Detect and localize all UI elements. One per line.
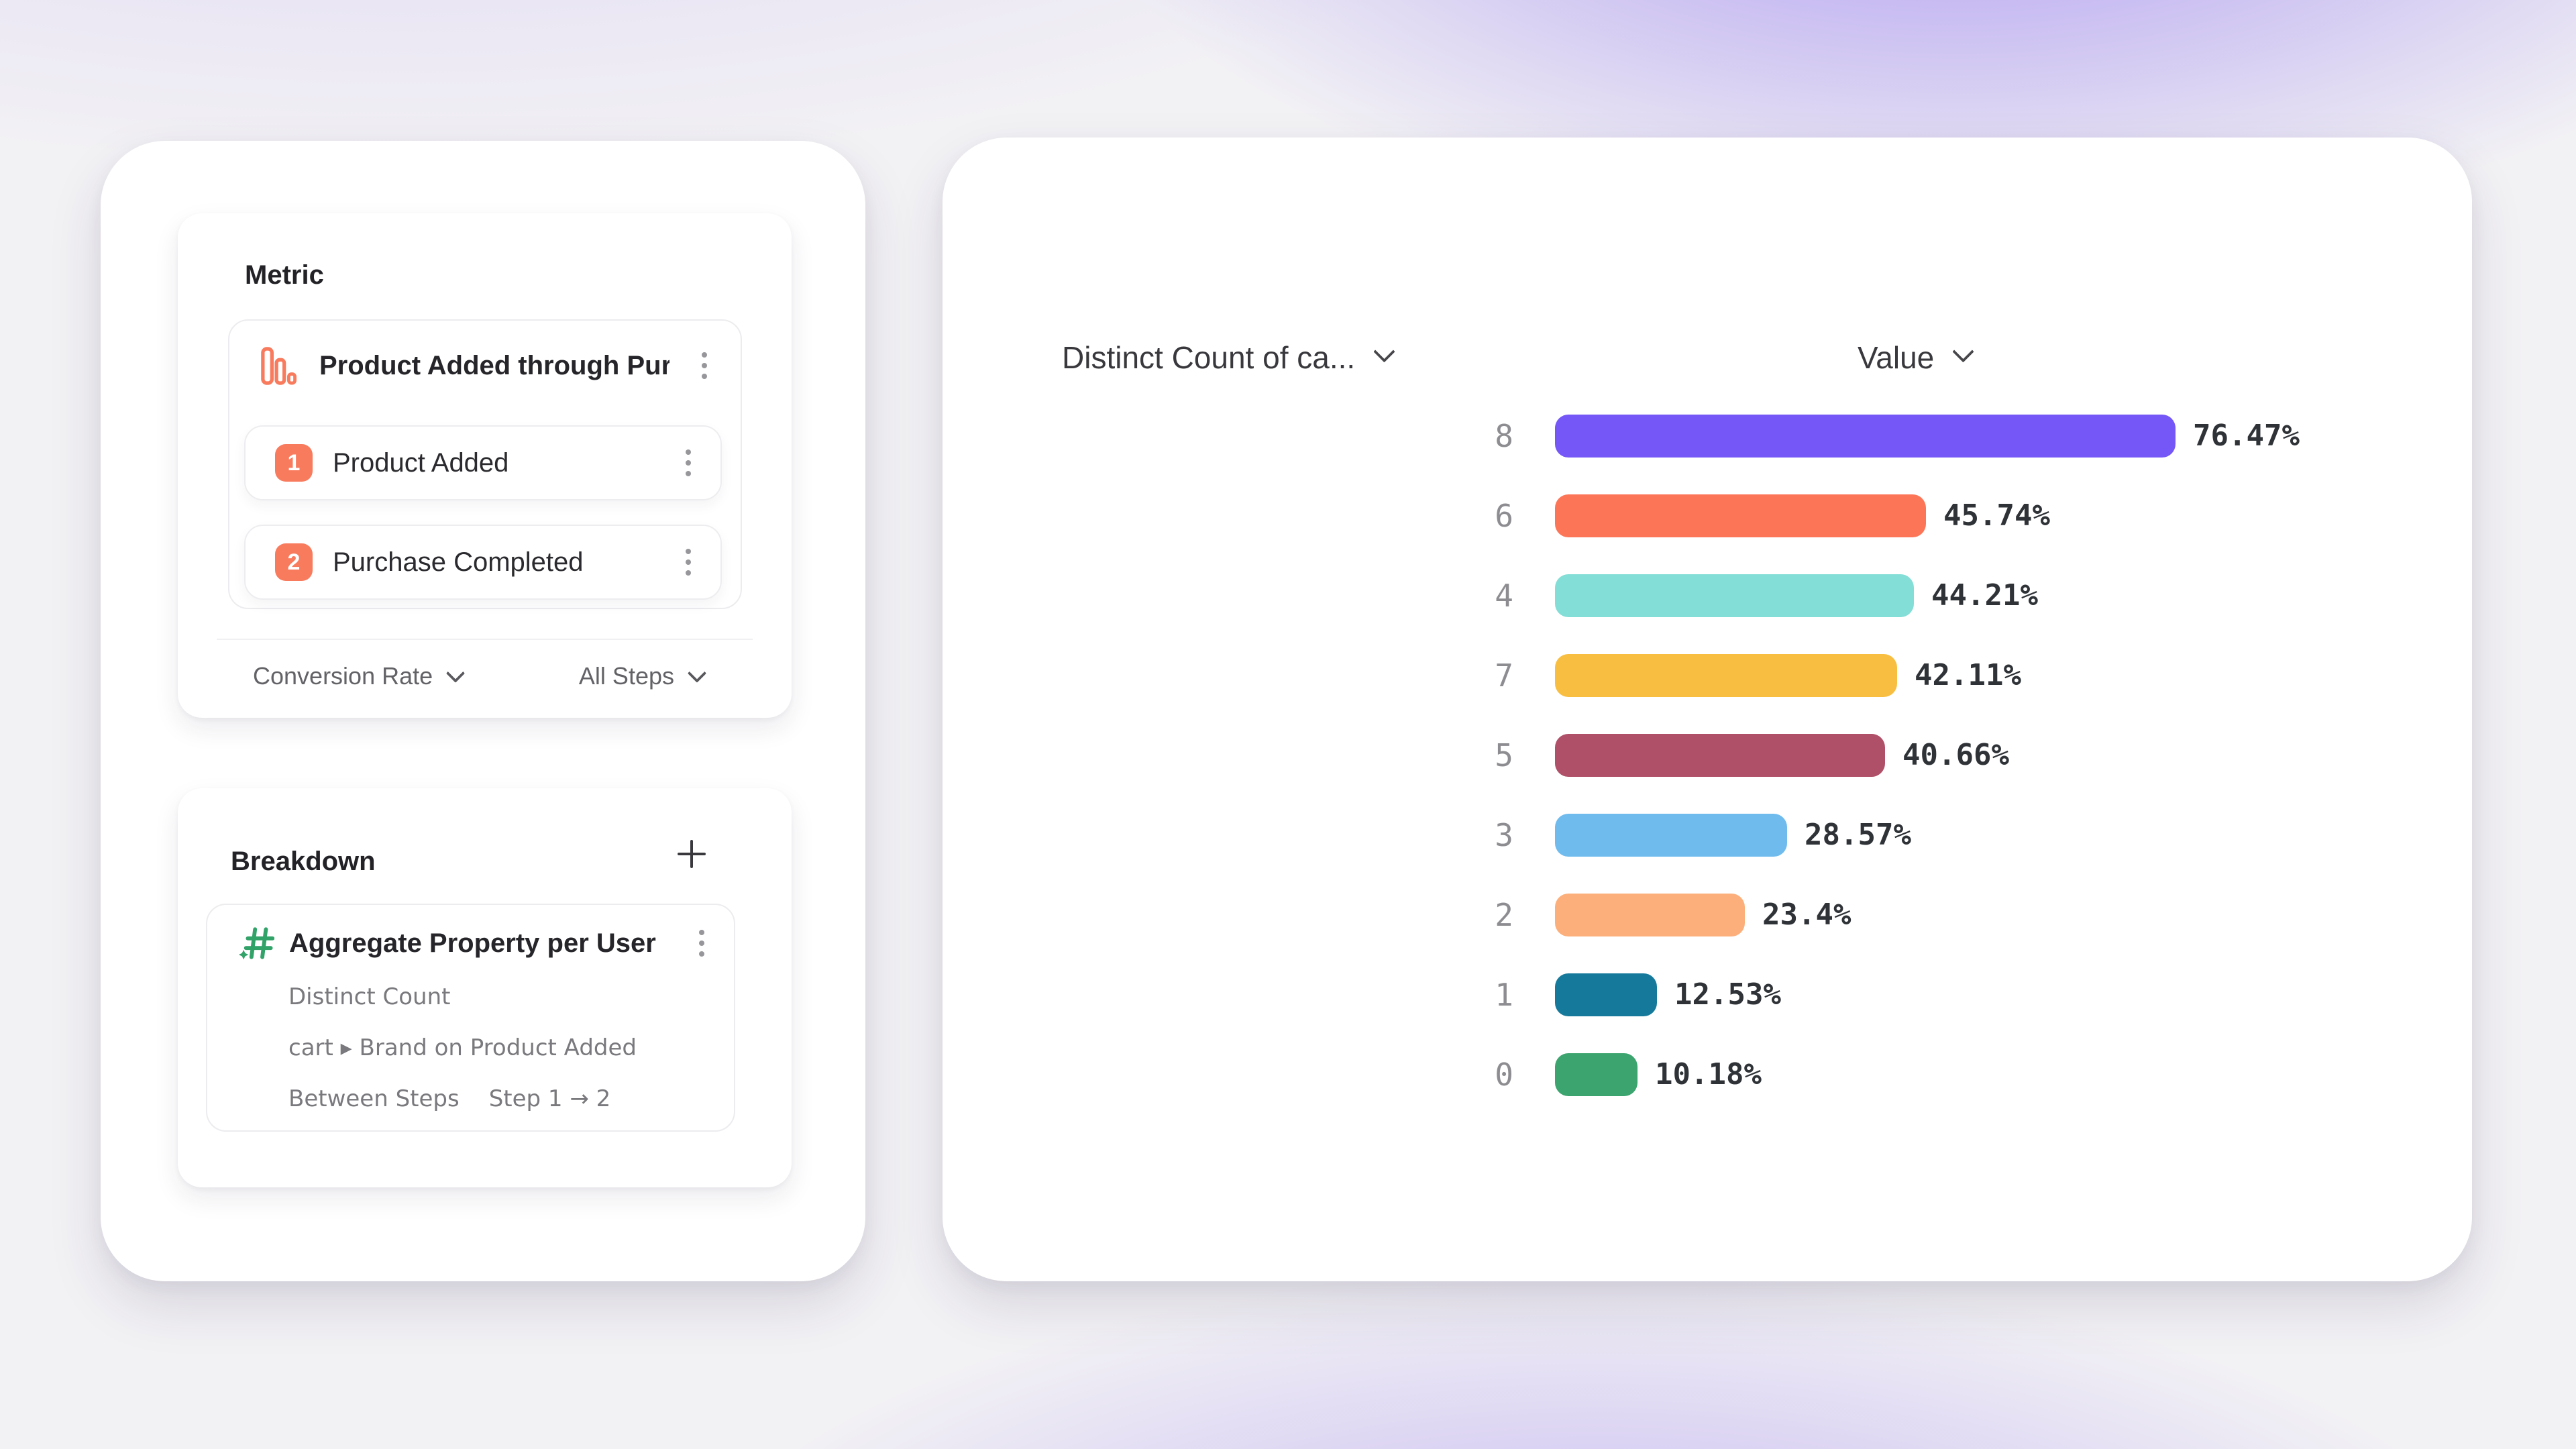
- breakdown-property-label: cart ▸ Brand on Product Added: [288, 1034, 637, 1061]
- kebab-menu-icon[interactable]: [692, 345, 716, 386]
- kebab-menu-icon[interactable]: [676, 443, 700, 483]
- chart-row: 8 76.47%: [943, 396, 2472, 476]
- chevron-down-icon: [687, 663, 707, 683]
- bar[interactable]: [1555, 653, 1897, 697]
- bar-value-label: 40.66%: [1902, 738, 2009, 772]
- funnel-metric-header[interactable]: Product Added through Purcha...: [229, 321, 741, 411]
- row-category-label: 2: [1495, 896, 1513, 933]
- between-steps-value: Step 1 → 2: [488, 1085, 611, 1112]
- row-category-label: 8: [1495, 417, 1513, 454]
- chart-row: 5 40.66%: [943, 715, 2472, 795]
- row-category-label: 3: [1495, 816, 1513, 853]
- funnel-step-2[interactable]: 2 Purchase Completed: [244, 525, 722, 600]
- bar[interactable]: [1555, 973, 1657, 1016]
- conversion-rate-dropdown[interactable]: Conversion Rate: [253, 662, 466, 690]
- bar-value-label: 44.21%: [1931, 578, 2038, 612]
- breakdown-between-steps-row: Between Steps Step 1 → 2: [288, 1085, 610, 1112]
- chart-row: 0 10.18%: [943, 1034, 2472, 1114]
- funnel-metric-title: Product Added through Purcha...: [319, 350, 669, 380]
- chart-row: 1 12.53%: [943, 955, 2472, 1034]
- kebab-menu-icon[interactable]: [676, 542, 700, 582]
- aggregate-hash-icon: [238, 927, 274, 960]
- bar-value-label: 42.11%: [1915, 658, 2021, 692]
- row-category-label: 7: [1495, 657, 1513, 694]
- conversion-rate-label: Conversion Rate: [253, 662, 433, 690]
- metric-card-title: Metric: [245, 260, 324, 290]
- bar[interactable]: [1555, 733, 1885, 777]
- bar-value-label: 10.18%: [1655, 1057, 1762, 1091]
- chart-row: 2 23.4%: [943, 875, 2472, 955]
- bar-value-label: 23.4%: [1762, 898, 1851, 932]
- step-label: Purchase Completed: [333, 547, 584, 577]
- step-label: Product Added: [333, 447, 509, 478]
- step-number-badge: 2: [275, 543, 313, 581]
- bar[interactable]: [1555, 414, 2176, 458]
- breakdown-card: Breakdown Aggregate Property per User Di…: [178, 788, 792, 1187]
- category-header-label: Distinct Count of ca...: [1062, 340, 1356, 375]
- metric-card: Metric Product Added through Purcha... 1…: [178, 213, 792, 718]
- bar-value-label: 45.74%: [1943, 498, 2050, 533]
- step-number-badge: 1: [275, 444, 313, 482]
- chart-row: 4 44.21%: [943, 555, 2472, 635]
- bar[interactable]: [1555, 813, 1787, 857]
- chevron-down-icon: [1952, 340, 1975, 363]
- funnel-metric-container: Product Added through Purcha... 1 Produc…: [228, 319, 742, 609]
- breakdown-card-title: Breakdown: [231, 847, 376, 876]
- bar-value-label: 76.47%: [2193, 419, 2300, 453]
- between-steps-label: Between Steps: [288, 1085, 460, 1112]
- row-category-label: 5: [1495, 737, 1513, 773]
- query-builder-panel: Metric Product Added through Purcha... 1…: [101, 141, 865, 1281]
- all-steps-label: All Steps: [578, 662, 674, 690]
- chart-card: Distinct Count of ca... Value 8 76.47% 6…: [943, 138, 2472, 1281]
- category-column-header[interactable]: Distinct Count of ca...: [1062, 339, 1395, 376]
- kebab-menu-icon[interactable]: [690, 923, 714, 963]
- bar-value-label: 28.57%: [1805, 818, 1911, 852]
- chevron-down-icon: [1373, 340, 1395, 363]
- row-category-label: 1: [1495, 976, 1513, 1013]
- bar[interactable]: [1555, 494, 1926, 537]
- all-steps-dropdown[interactable]: All Steps: [578, 662, 707, 690]
- bar-chart: 8 76.47% 6 45.74% 4 44.21% 7 42.11% 5 40…: [943, 396, 2472, 1114]
- breakdown-item[interactable]: Aggregate Property per User Distinct Cou…: [206, 904, 735, 1132]
- bar-value-label: 12.53%: [1674, 977, 1781, 1012]
- value-header-label: Value: [1858, 340, 1935, 375]
- bar[interactable]: [1555, 893, 1745, 936]
- funnel-step-1[interactable]: 1 Product Added: [244, 425, 722, 500]
- chart-row: 3 28.57%: [943, 795, 2472, 875]
- bar[interactable]: [1555, 1053, 1638, 1096]
- breakdown-item-title: Aggregate Property per User: [289, 928, 656, 958]
- metric-footer: Conversion Rate All Steps: [253, 643, 707, 710]
- funnel-bars-icon: [261, 347, 297, 385]
- breakdown-aggregation-label: Distinct Count: [288, 983, 451, 1010]
- value-column-header[interactable]: Value: [1858, 339, 1975, 376]
- bar[interactable]: [1555, 574, 1914, 617]
- row-category-label: 6: [1495, 497, 1513, 534]
- breakdown-item-header: Aggregate Property per User: [238, 921, 714, 965]
- metric-footer-divider: [217, 639, 753, 640]
- chart-row: 6 45.74%: [943, 476, 2472, 555]
- add-breakdown-button plus-icon[interactable]: [674, 837, 709, 871]
- chevron-down-icon: [445, 663, 466, 683]
- row-category-label: 4: [1495, 577, 1513, 614]
- row-category-label: 0: [1495, 1056, 1513, 1093]
- chart-row: 7 42.11%: [943, 635, 2472, 715]
